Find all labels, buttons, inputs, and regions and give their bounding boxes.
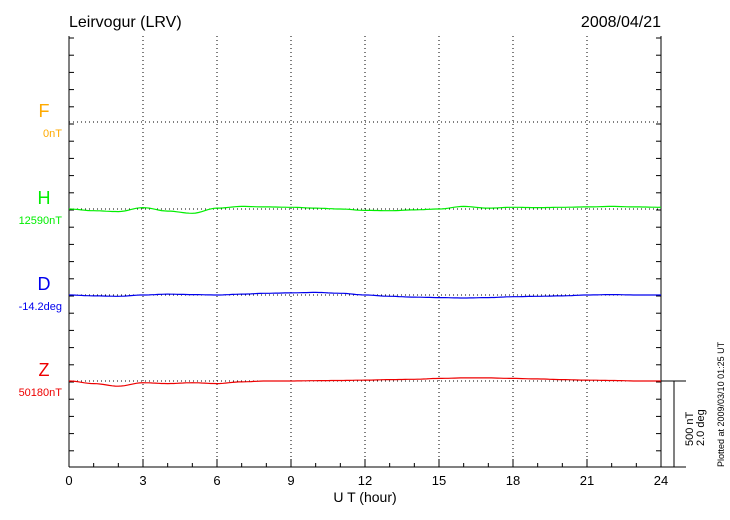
x-axis-label: U T (hour) — [333, 489, 396, 505]
series-name-H: H — [38, 188, 51, 208]
x-tick-label: 18 — [506, 473, 520, 488]
baseline-label-D: -14.2deg — [19, 301, 62, 313]
series-name-F: F — [39, 101, 50, 121]
x-tick-label: 0 — [65, 473, 72, 488]
x-tick-label: 6 — [213, 473, 220, 488]
chart-date: 2008/04/21 — [581, 14, 661, 31]
plotted-footer: Plotted at 2009/03/10 01:25 UT — [716, 341, 726, 467]
chart-title: Leirvogur (LRV) — [69, 14, 182, 31]
series-line-H — [68, 205, 662, 214]
series-name-D: D — [38, 274, 51, 294]
x-tick-label: 21 — [580, 473, 594, 488]
baseline-label-F: 0nT — [43, 128, 62, 140]
scale-bar-deg-label: 2.0 deg — [695, 409, 707, 446]
x-tick-label: 9 — [287, 473, 294, 488]
series-line-D — [69, 291, 661, 299]
series-line-Z — [68, 377, 661, 387]
x-tick-label: 12 — [358, 473, 372, 488]
x-tick-label: 24 — [654, 473, 668, 488]
x-tick-label: 15 — [432, 473, 446, 488]
series-name-Z: Z — [39, 360, 50, 380]
baseline-label-Z: 50180nT — [19, 387, 63, 399]
baseline-label-H: 12590nT — [19, 215, 63, 227]
x-tick-label: 3 — [139, 473, 146, 488]
scale-bar-nt-label: 500 nT — [684, 411, 696, 446]
